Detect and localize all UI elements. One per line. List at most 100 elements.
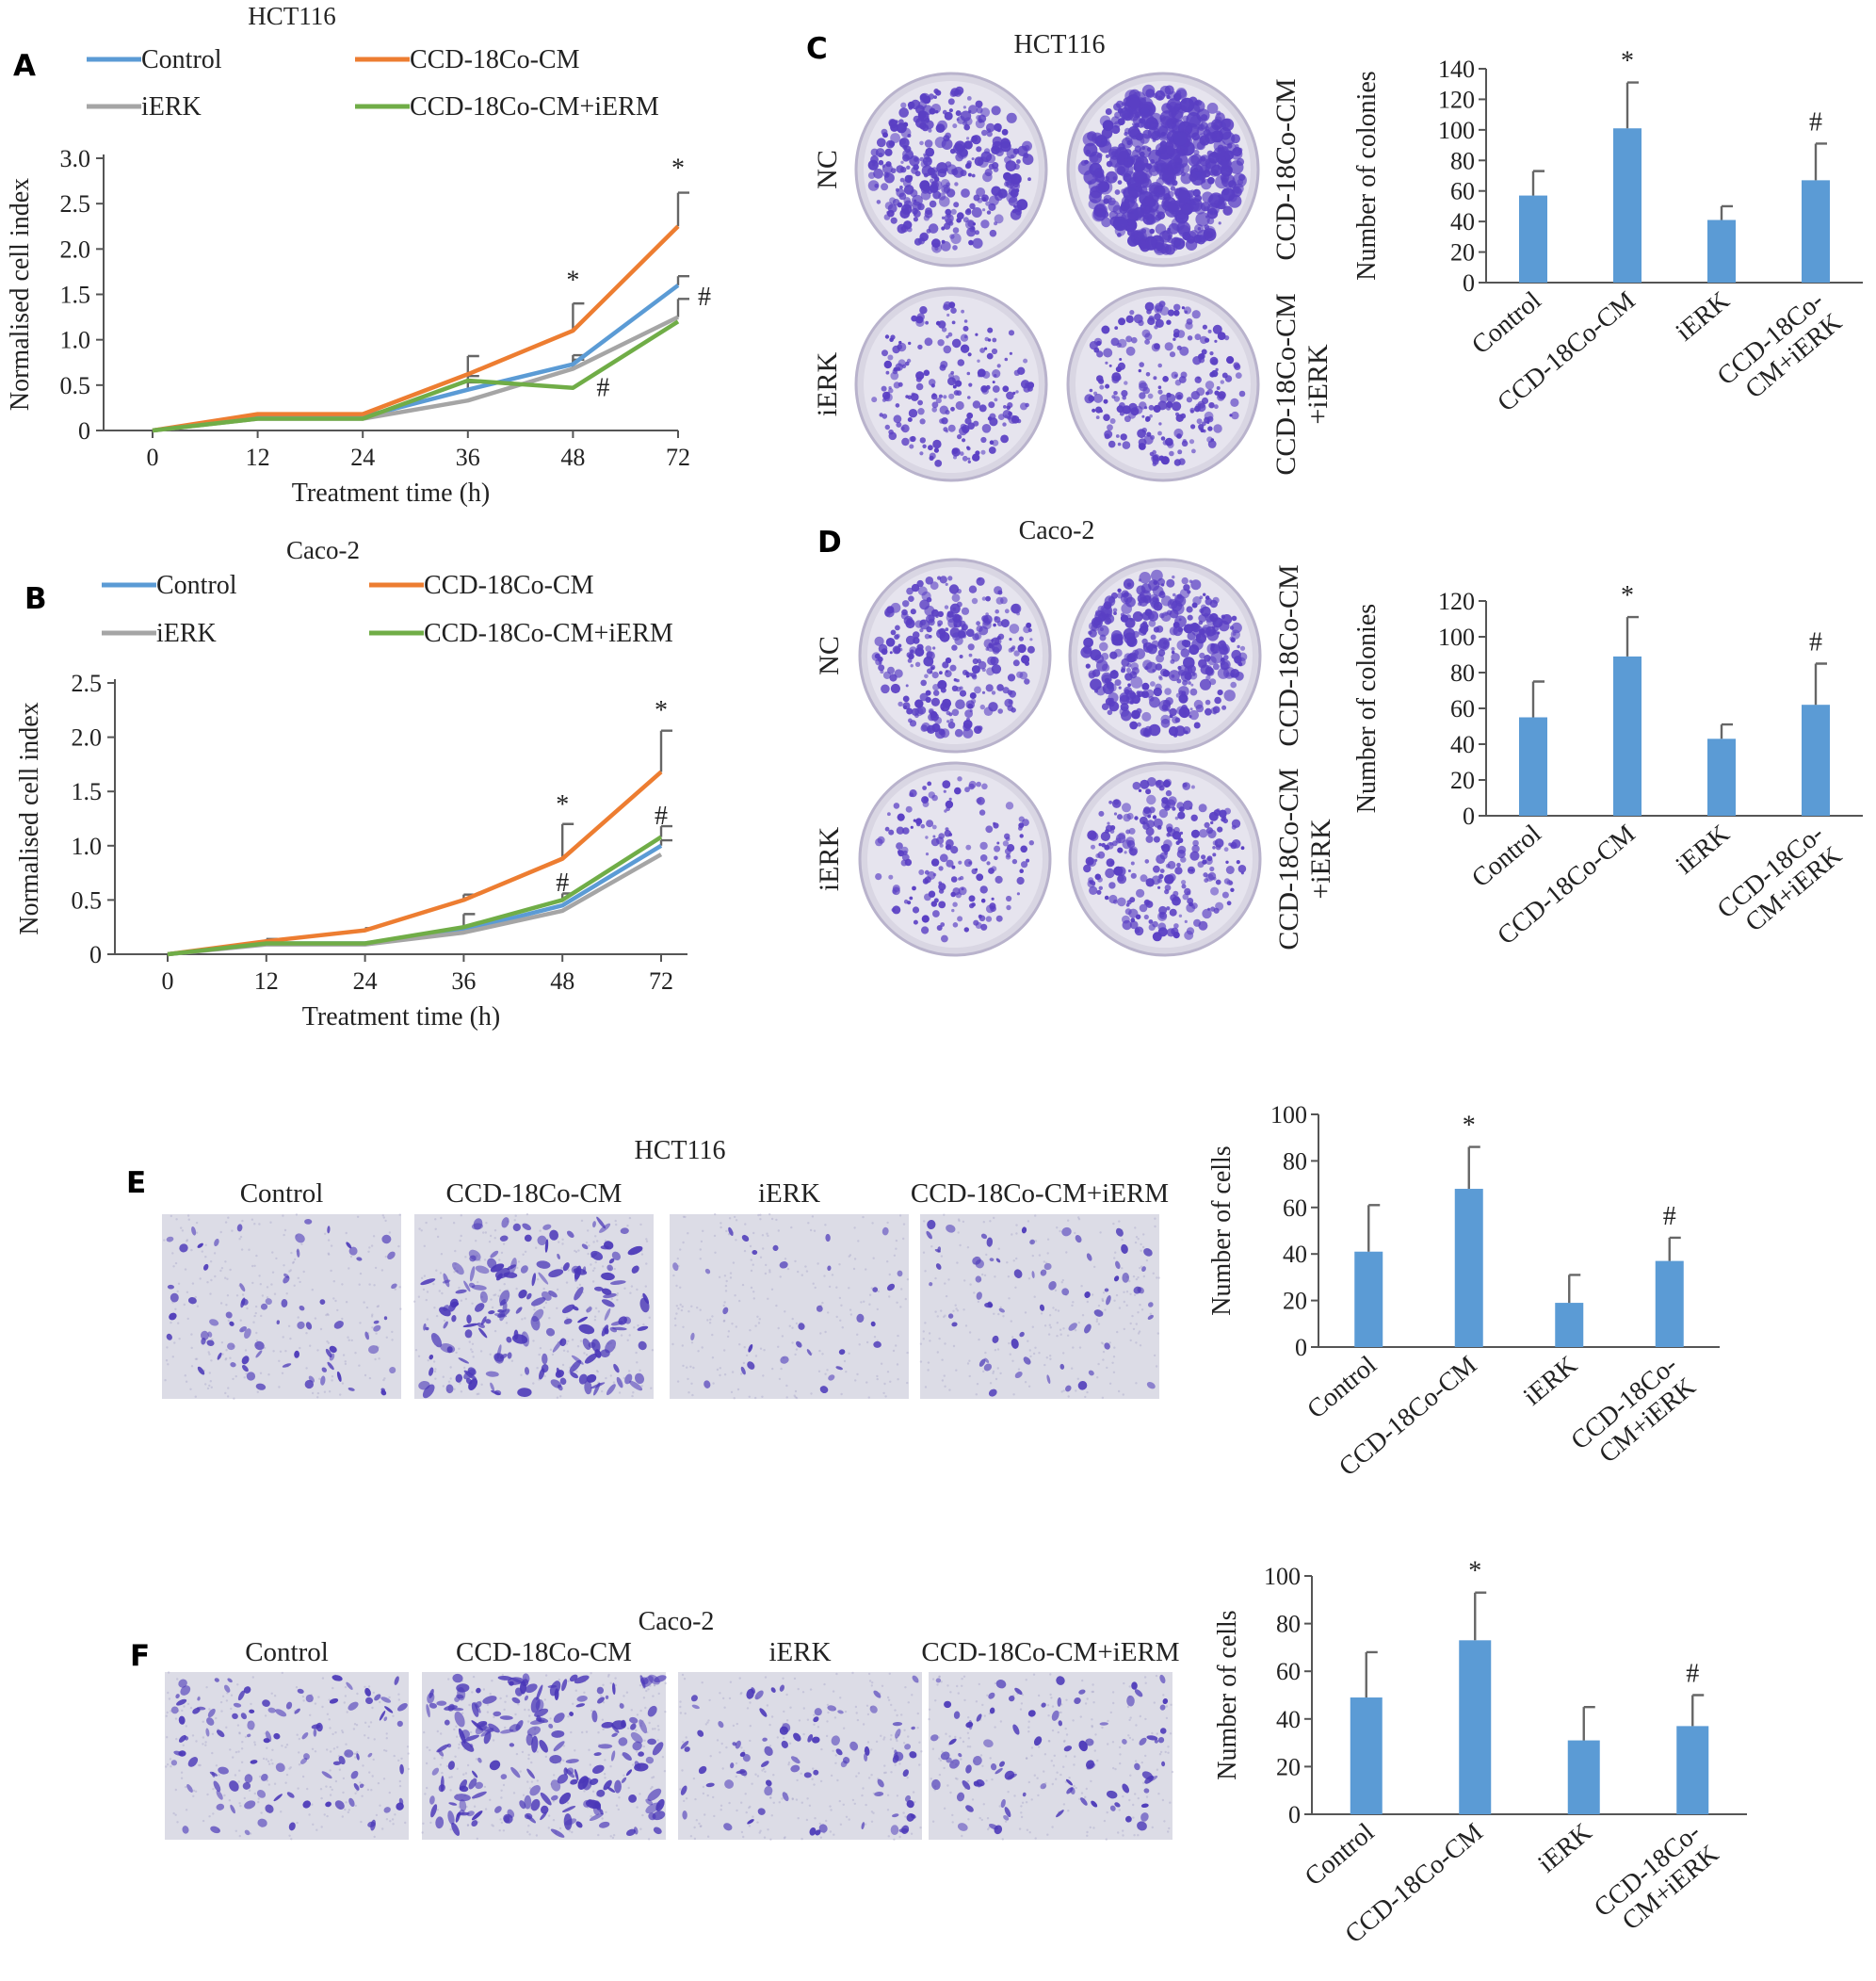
speckle — [876, 1377, 879, 1381]
y-tick-label: 0 — [1288, 1801, 1301, 1828]
speckle — [927, 1361, 930, 1364]
colony — [952, 227, 960, 234]
colony — [1013, 204, 1016, 208]
speckle — [838, 1296, 842, 1300]
speckle — [591, 1280, 595, 1283]
colony — [886, 210, 890, 215]
error-bar — [676, 275, 689, 285]
significance-mark: * — [566, 267, 579, 296]
speckle — [358, 1364, 361, 1367]
colony — [1141, 682, 1150, 690]
colony — [955, 86, 964, 95]
colony — [1181, 880, 1187, 885]
colony — [1118, 317, 1126, 326]
colony — [1162, 440, 1169, 446]
colony — [922, 801, 930, 807]
colony — [1088, 877, 1094, 884]
colony — [1209, 351, 1214, 356]
speckle — [314, 1317, 317, 1320]
speckle — [797, 1270, 800, 1274]
speckle — [439, 1763, 443, 1766]
colony — [1211, 625, 1216, 629]
colony — [1190, 814, 1198, 821]
colony — [892, 889, 898, 894]
colony — [881, 684, 890, 694]
speckle — [489, 1798, 492, 1802]
speckle — [434, 1368, 437, 1371]
colony — [1189, 688, 1198, 696]
colony — [1240, 846, 1245, 851]
colony — [919, 93, 928, 102]
speckle — [221, 1695, 225, 1698]
colony — [1149, 199, 1156, 207]
colony — [1202, 908, 1212, 919]
speckle — [938, 1337, 941, 1340]
speckle — [174, 1307, 177, 1311]
colony — [966, 96, 972, 101]
colony — [1130, 861, 1135, 866]
speckle — [227, 1387, 230, 1389]
speckle — [253, 1314, 256, 1318]
colony — [957, 359, 965, 366]
speckle — [620, 1334, 623, 1337]
plate-row-label: NC — [812, 150, 843, 189]
colony — [878, 664, 885, 672]
colony — [1002, 422, 1007, 427]
speckle — [838, 1263, 841, 1266]
colony — [1114, 326, 1119, 330]
speckle — [636, 1288, 639, 1291]
speckle — [566, 1350, 570, 1353]
colony — [923, 215, 930, 221]
colony — [898, 701, 903, 707]
speckle — [758, 1318, 761, 1321]
speckle — [271, 1748, 274, 1752]
speckle — [458, 1746, 461, 1749]
colony — [986, 861, 991, 866]
speckle — [420, 1276, 424, 1280]
colony — [909, 646, 917, 655]
speckle — [532, 1340, 535, 1342]
speckle — [227, 1216, 230, 1219]
speckle — [871, 1222, 874, 1225]
colony — [1157, 649, 1166, 657]
speckle — [515, 1752, 519, 1756]
colony — [1149, 414, 1153, 418]
speckle — [968, 1331, 972, 1334]
colony — [945, 208, 952, 216]
colony — [1159, 394, 1169, 403]
colony — [1083, 864, 1092, 873]
colony — [1105, 697, 1113, 706]
plate-col-label-line: CCD-18Co-CM — [1273, 564, 1304, 746]
colony — [1178, 376, 1187, 383]
speckle — [238, 1834, 241, 1838]
colony — [978, 660, 987, 670]
colony — [892, 905, 901, 915]
speckle — [635, 1729, 638, 1732]
speckle — [297, 1316, 299, 1319]
colony — [1121, 390, 1128, 398]
speckle — [1145, 1258, 1149, 1262]
speckle — [251, 1676, 254, 1679]
speckle — [425, 1298, 428, 1302]
speckle — [1048, 1323, 1052, 1326]
colony — [1015, 390, 1019, 394]
x-tick-label-line: Control — [1466, 285, 1547, 360]
significance-mark: # — [596, 373, 609, 402]
colony — [957, 776, 962, 782]
colony — [883, 360, 892, 369]
speckle — [567, 1680, 570, 1682]
speckle — [955, 1369, 958, 1372]
colony — [1138, 788, 1142, 792]
colony — [979, 841, 988, 851]
speckle — [475, 1240, 477, 1242]
speckle — [240, 1248, 244, 1251]
speckle — [1015, 1232, 1018, 1235]
colony — [1095, 853, 1101, 858]
speckle — [187, 1218, 190, 1221]
colony — [994, 398, 998, 402]
colony — [1135, 185, 1142, 192]
speckle — [510, 1359, 514, 1362]
colony — [1002, 687, 1010, 694]
speckle — [762, 1247, 765, 1250]
colony — [1008, 647, 1013, 653]
